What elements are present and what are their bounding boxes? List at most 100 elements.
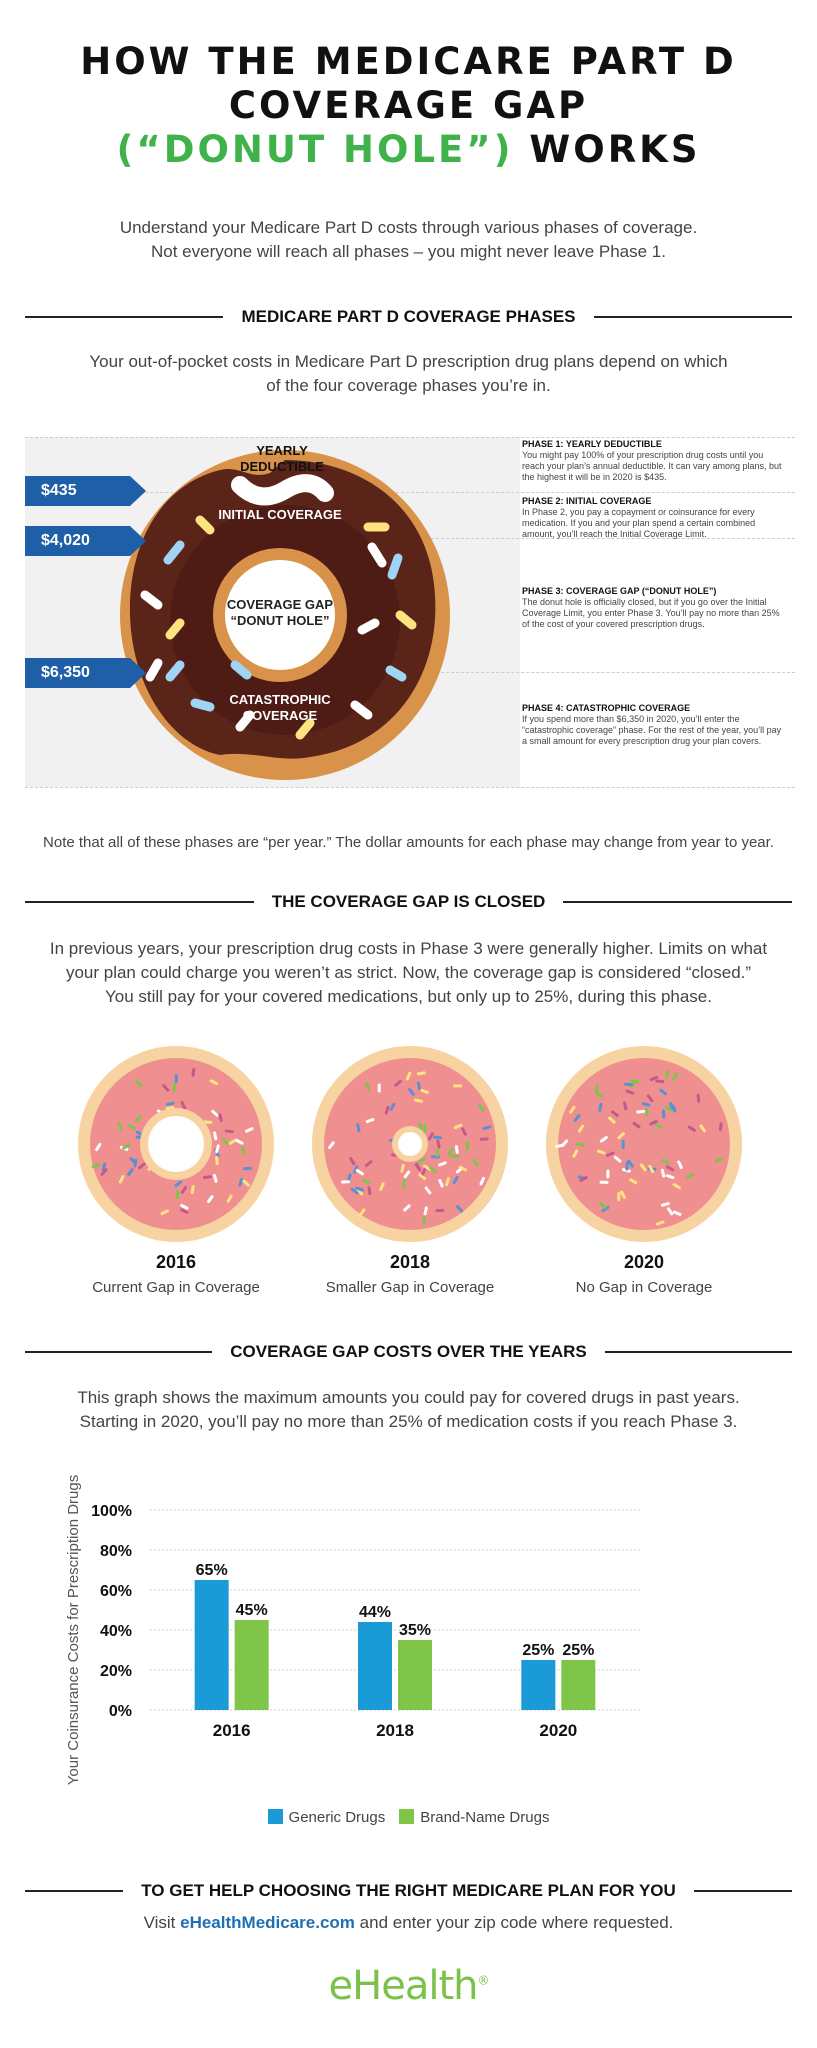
sprinkle-mark	[435, 1148, 440, 1158]
price-tag-arrow-icon	[130, 476, 146, 506]
sprinkle-mark	[245, 1127, 254, 1133]
sprinkle-mark	[384, 1105, 390, 1115]
sprinkle-mark	[632, 1121, 641, 1129]
sprinkle-mark	[677, 1160, 683, 1169]
phase-3-block: PHASE 3: COVERAGE GAP (“DONUT HOLE”) The…	[522, 586, 787, 630]
sprinkle-mark	[213, 1131, 218, 1141]
sprinkle-mark	[224, 1129, 234, 1134]
coinsurance-bar-chart: Your Coinsurance Costs for Prescription …	[65, 1475, 640, 1785]
sprinkle-mark	[242, 1166, 252, 1171]
ehealth-link[interactable]: eHealthMedicare.com	[180, 1913, 355, 1932]
sprinkle-mark	[608, 1116, 616, 1124]
sprinkle-mark	[408, 1088, 415, 1096]
donut-2020-caption: 2020 No Gap in Coverage	[544, 1252, 744, 1296]
sprinkle-mark	[666, 1207, 674, 1216]
phase-3-heading: PHASE 3: COVERAGE GAP (“DONUT HOLE”)	[522, 586, 717, 596]
sprinkle-mark	[415, 1162, 422, 1172]
sprinkle-mark	[100, 1168, 108, 1176]
label-coverage-gap: COVERAGE GAP “DONUT HOLE”	[226, 597, 334, 628]
legend-swatch	[267, 1809, 283, 1824]
phase-2-text: In Phase 2, you pay a copayment or coins…	[522, 507, 756, 539]
divider-line	[25, 492, 795, 493]
gap-closed-line-3: You still pay for your covered medicatio…	[104, 987, 712, 1006]
donut-2020-icon	[546, 1046, 742, 1242]
sprinkle-mark	[623, 1101, 628, 1111]
page-title: HOW THE MEDICARE PART D COVERAGE GAP (“D…	[0, 40, 817, 172]
sprinkle-mark	[579, 1175, 588, 1182]
sprinkle-mark	[418, 1173, 426, 1180]
bar-brand-name	[561, 1660, 596, 1710]
sprinkle-mark	[432, 1135, 442, 1140]
sprinkle-mark	[423, 1164, 432, 1171]
sprinkle-mark	[424, 1186, 432, 1195]
sprinkle-mark	[403, 1204, 411, 1212]
x-tick-label: 2018	[376, 1721, 414, 1740]
sprinkle-mark	[482, 1125, 492, 1131]
title-line-3: (“DONUT HOLE”) WORKS	[0, 128, 817, 172]
donut-2016-caption: 2016 Current Gap in Coverage	[76, 1252, 276, 1296]
phase-1-block: PHASE 1: YEARLY DEDUCTIBLE You might pay…	[522, 439, 787, 483]
donut-2016-icon	[78, 1046, 274, 1242]
sprinkle-mark	[577, 1124, 585, 1133]
y-tick-label: 0%	[109, 1703, 132, 1720]
bar-value-label: 35%	[399, 1622, 431, 1639]
sprinkle-mark	[575, 1142, 585, 1147]
sprinkle-mark	[242, 1179, 250, 1187]
legend-item-generic: Generic Drugs	[267, 1809, 385, 1826]
sprinkle-mark	[235, 1138, 244, 1145]
sprinkle-mark	[436, 1139, 441, 1149]
donut-year: 2020	[623, 1252, 665, 1272]
sprinkle-mark	[172, 1082, 177, 1092]
sprinkle-mark	[135, 1080, 143, 1087]
sprinkle-mark	[118, 1175, 125, 1184]
costs-intro-line-1: This graph shows the maximum amounts you…	[77, 1388, 740, 1407]
bar-value-label: 25%	[562, 1642, 594, 1659]
sprinkle-mark	[599, 1201, 607, 1209]
sprinkle-mark	[672, 1210, 682, 1216]
price-tag-435: $435	[25, 476, 130, 506]
sprinkle-mark	[209, 1079, 218, 1085]
sprinkle-mark	[165, 1106, 175, 1110]
sprinkle-mark	[127, 1168, 134, 1177]
gap-closed-text: In previous years, your prescription dru…	[30, 937, 787, 1009]
sprinkle-mark	[596, 1149, 606, 1155]
divider-line	[25, 437, 795, 438]
sprinkle-mark	[453, 1123, 463, 1130]
price-tag-value: $435	[41, 482, 77, 499]
sprinkle-mark	[423, 1206, 428, 1216]
sprinkle-mark	[165, 1101, 175, 1106]
x-tick-label: 2020	[539, 1721, 577, 1740]
bar-generic	[521, 1660, 556, 1710]
gap-closed-line-1: In previous years, your prescription dru…	[49, 939, 768, 958]
sprinkle-mark	[601, 1205, 610, 1213]
section-heading-costs: COVERAGE GAP COSTS OVER THE YEARS	[25, 1339, 793, 1365]
sprinkle-mark	[160, 1209, 169, 1216]
visit-word: Visit	[143, 1913, 176, 1932]
sprinkle-mark	[226, 1194, 233, 1203]
donut-2018-icon	[312, 1046, 508, 1242]
sprinkle-mark	[162, 1084, 170, 1092]
sprinkle-mark	[133, 1158, 138, 1168]
bar-value-label: 44%	[359, 1604, 391, 1621]
sprinkle-mark	[672, 1072, 678, 1081]
sprinkle-mark	[190, 1185, 195, 1195]
sprinkle-mark	[218, 1113, 223, 1122]
sprinkle-mark	[134, 1115, 142, 1123]
price-tag-4020: $4,020	[25, 526, 130, 556]
sprinkle-mark	[620, 1190, 626, 1199]
price-tag-6350: $6,350	[25, 658, 130, 688]
sprinkle-mark	[414, 1098, 423, 1103]
sprinkle-mark	[379, 1182, 385, 1191]
sprinkle-mark	[627, 1159, 634, 1168]
sprinkle-mark	[664, 1105, 674, 1112]
sprinkle-mark	[180, 1185, 188, 1194]
phases-intro: Your out-of-pocket costs in Medicare Par…	[60, 350, 757, 398]
sprinkle-mark	[438, 1161, 447, 1167]
legend-item-brand: Brand-Name Drugs	[399, 1809, 549, 1826]
y-tick-label: 20%	[100, 1663, 132, 1680]
sprinkle-mark	[364, 1160, 373, 1168]
sprinkle-mark	[447, 1147, 454, 1156]
sprinkle-mark	[456, 1205, 464, 1213]
sprinkle-mark	[367, 1186, 372, 1196]
donut-label: Current Gap in Coverage	[92, 1279, 260, 1296]
